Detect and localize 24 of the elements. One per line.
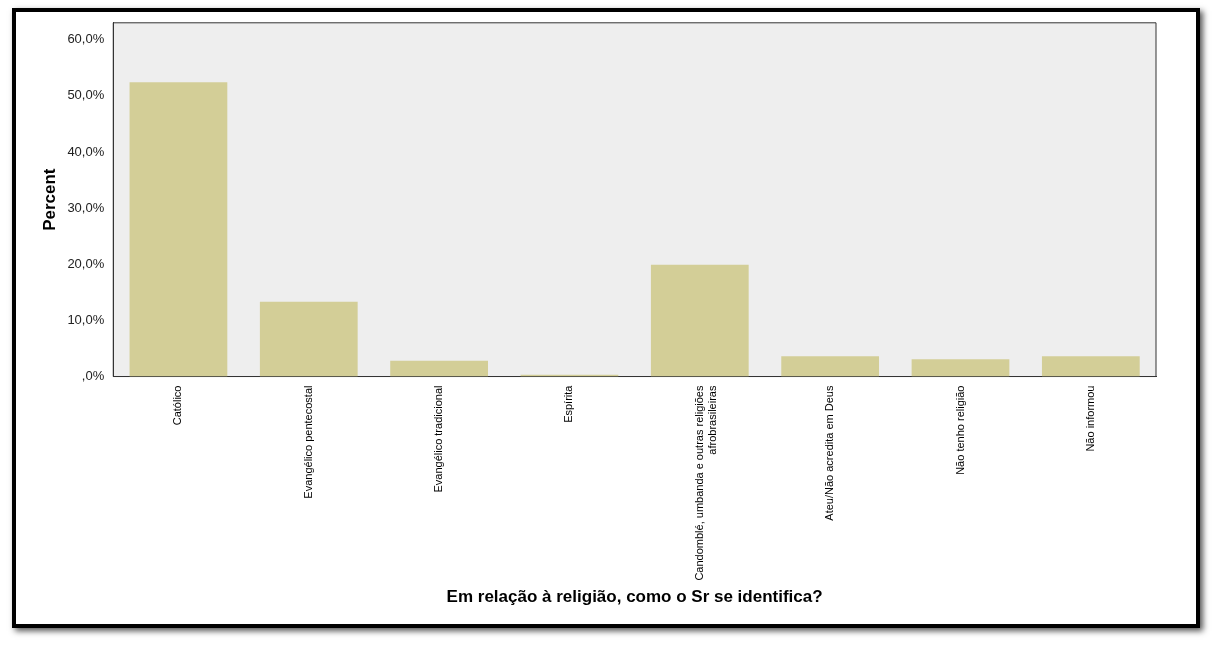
y-axis-title: Percent — [39, 168, 59, 231]
y-tick-label: 50,0% — [67, 87, 105, 103]
x-tick-label: Candomblé, umbanda e outras religiões afrobrasileiras — [692, 385, 719, 581]
x-tick-label: Evangélico pentecostal — [301, 385, 314, 499]
x-tick-label: Católico — [171, 385, 184, 426]
bar — [1041, 356, 1140, 377]
y-tick-label: 40,0% — [67, 143, 105, 159]
x-tick-label: Espírita — [562, 384, 575, 423]
y-tick-label: 20,0% — [67, 255, 105, 271]
x-tick-label: Não informou — [1083, 385, 1096, 452]
y-tick-label: ,0% — [81, 368, 105, 384]
y-tick-label: 10,0% — [67, 311, 105, 327]
bar — [911, 359, 1010, 377]
y-tick-label: 60,0% — [67, 31, 105, 47]
x-tick-label: Evangélico tradicional — [432, 385, 445, 493]
x-tick-label: Não tenho religião — [953, 385, 966, 475]
bar — [781, 356, 880, 377]
x-axis-title: Em relação à religião, como o Sr se identifica? — [446, 587, 823, 607]
bar — [259, 301, 358, 377]
bar — [129, 82, 228, 377]
x-tick-label: Ateu/Não acredita em Deus — [823, 385, 836, 521]
y-tick-label: 30,0% — [67, 199, 105, 215]
bar — [650, 264, 749, 377]
bar — [390, 360, 488, 377]
